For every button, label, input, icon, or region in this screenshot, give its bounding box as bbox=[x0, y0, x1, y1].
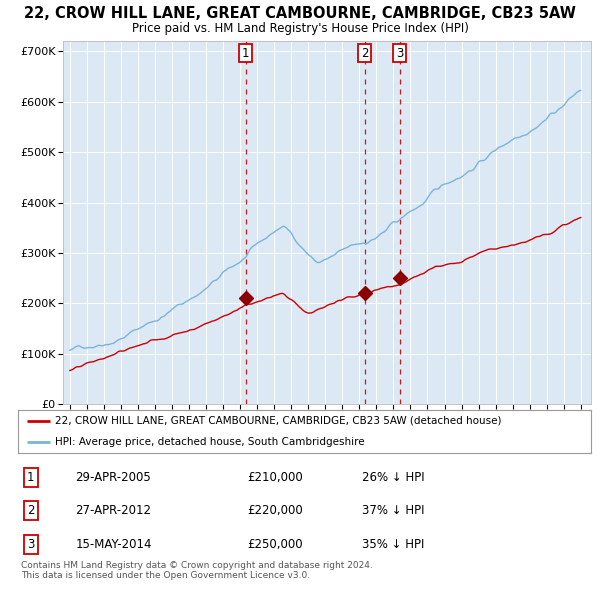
Text: HPI: Average price, detached house, South Cambridgeshire: HPI: Average price, detached house, Sout… bbox=[55, 437, 365, 447]
Text: 2: 2 bbox=[361, 47, 368, 60]
Text: £220,000: £220,000 bbox=[247, 504, 303, 517]
Text: 15-MAY-2014: 15-MAY-2014 bbox=[76, 538, 152, 551]
Text: 26% ↓ HPI: 26% ↓ HPI bbox=[362, 471, 424, 484]
Text: 2: 2 bbox=[27, 504, 34, 517]
Text: 22, CROW HILL LANE, GREAT CAMBOURNE, CAMBRIDGE, CB23 5AW (detached house): 22, CROW HILL LANE, GREAT CAMBOURNE, CAM… bbox=[55, 416, 502, 425]
Text: £210,000: £210,000 bbox=[247, 471, 303, 484]
Text: 1: 1 bbox=[242, 47, 250, 60]
Text: 3: 3 bbox=[396, 47, 403, 60]
Text: 3: 3 bbox=[27, 538, 34, 551]
Text: 1: 1 bbox=[27, 471, 34, 484]
Text: 37% ↓ HPI: 37% ↓ HPI bbox=[362, 504, 424, 517]
Text: 27-APR-2012: 27-APR-2012 bbox=[76, 504, 151, 517]
Text: £250,000: £250,000 bbox=[247, 538, 303, 551]
Text: 22, CROW HILL LANE, GREAT CAMBOURNE, CAMBRIDGE, CB23 5AW: 22, CROW HILL LANE, GREAT CAMBOURNE, CAM… bbox=[24, 6, 576, 21]
Text: Contains HM Land Registry data © Crown copyright and database right 2024.
This d: Contains HM Land Registry data © Crown c… bbox=[21, 560, 373, 580]
Text: 29-APR-2005: 29-APR-2005 bbox=[76, 471, 151, 484]
Text: 35% ↓ HPI: 35% ↓ HPI bbox=[362, 538, 424, 551]
Text: Price paid vs. HM Land Registry's House Price Index (HPI): Price paid vs. HM Land Registry's House … bbox=[131, 22, 469, 35]
